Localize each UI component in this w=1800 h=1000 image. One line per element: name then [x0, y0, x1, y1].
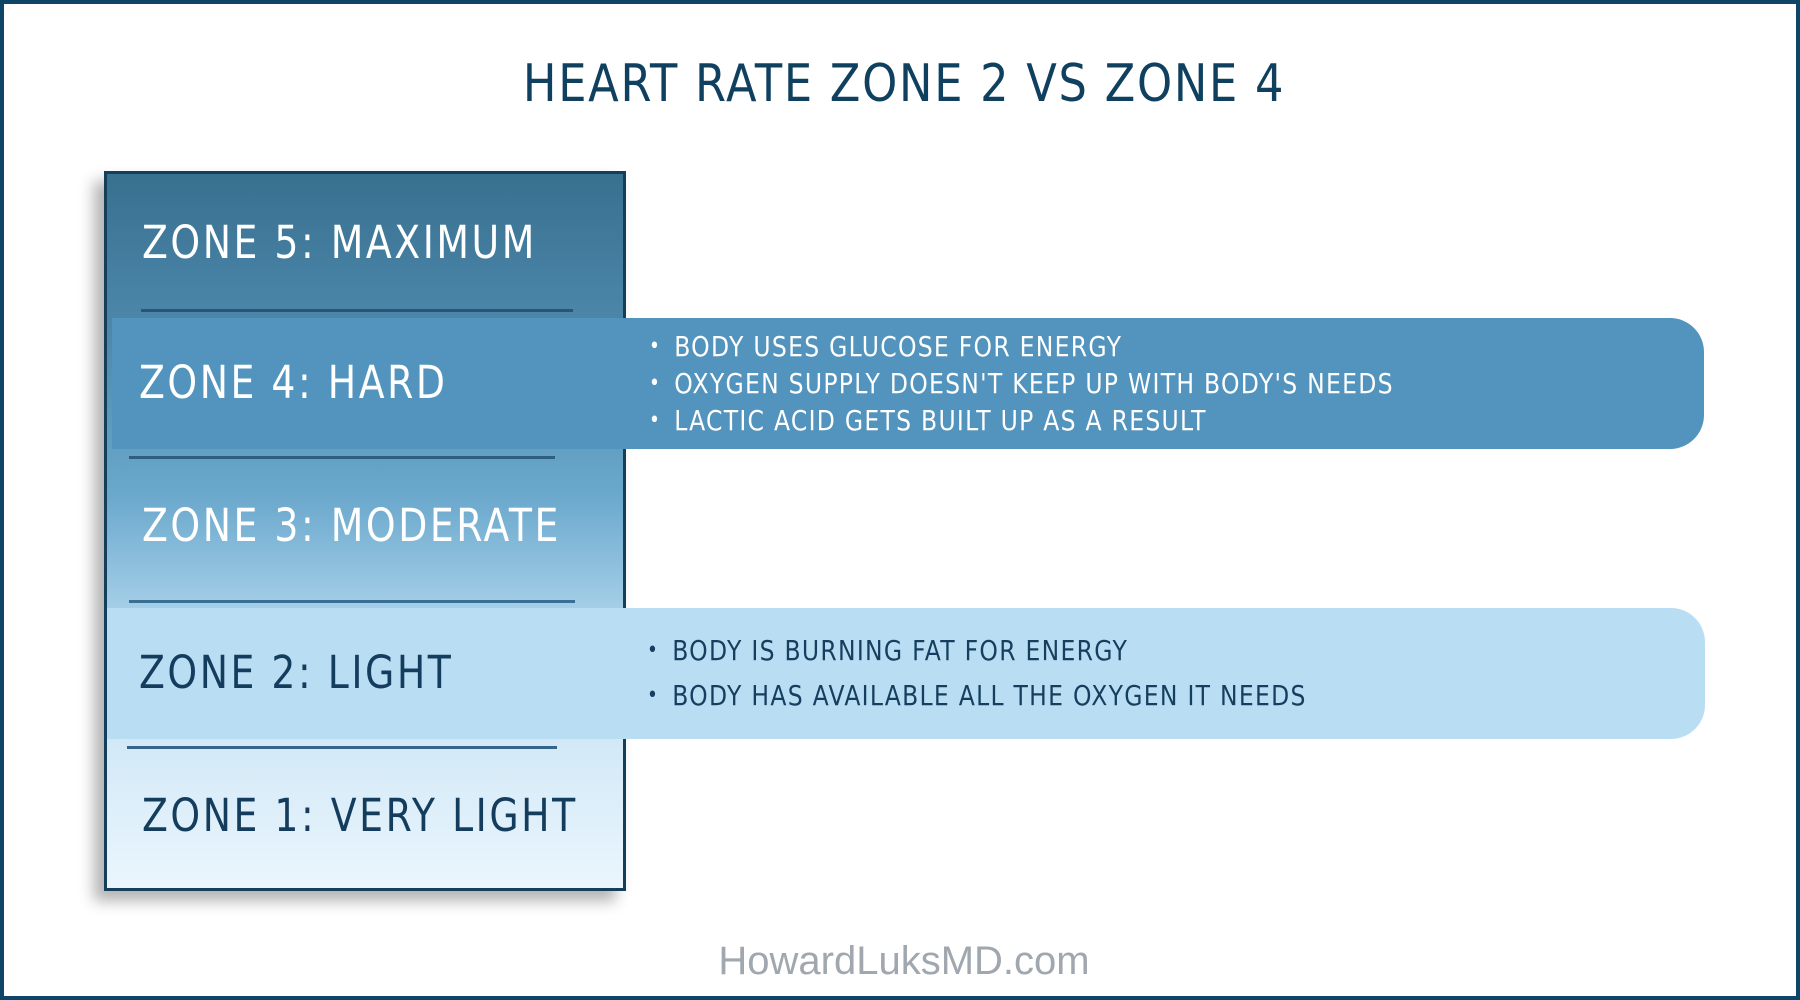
zone-5-label: ZONE 5: MAXIMUM [142, 216, 537, 269]
diagram-title: HEART RATE ZONE 2 VS ZONE 4 [522, 54, 1286, 114]
zone-scale-panel: ZONE 5: MAXIMUM ZONE 3: MODERATE ZONE 1:… [104, 171, 626, 891]
divider-zone-5 [141, 309, 573, 312]
zone-2-detail: BODY IS BURNING FAT FOR ENERGY [647, 628, 1307, 673]
zone-1-label: ZONE 1: VERY LIGHT [142, 789, 578, 842]
divider-zone-3 [129, 600, 575, 603]
divider-zone-4 [129, 456, 555, 459]
zone-4-detail: OXYGEN SUPPLY DOESN'T KEEP UP WITH BODY'… [649, 365, 1394, 402]
zone-4-label: ZONE 4: HARD [139, 356, 448, 409]
zone-4-details: BODY USES GLUCOSE FOR ENERGY OXYGEN SUPP… [649, 328, 1536, 439]
zone-3-label: ZONE 3: MODERATE [142, 499, 561, 552]
zone-2-details: BODY IS BURNING FAT FOR ENERGY BODY HAS … [647, 628, 1432, 718]
zone-4-detail: BODY USES GLUCOSE FOR ENERGY [649, 328, 1394, 365]
zone-2-band: ZONE 2: LIGHT BODY IS BURNING FAT FOR EN… [107, 608, 1705, 739]
zone-2-label: ZONE 2: LIGHT [139, 646, 454, 699]
divider-zone-2 [127, 746, 557, 749]
zone-4-detail: LACTIC ACID GETS BUILT UP AS A RESULT [649, 402, 1394, 439]
zone-2-detail: BODY HAS AVAILABLE ALL THE OXYGEN IT NEE… [647, 673, 1307, 718]
footer-website: HowardLuksMD.com [718, 939, 1090, 983]
zone-4-band: ZONE 4: HARD BODY USES GLUCOSE FOR ENERG… [112, 318, 1704, 449]
